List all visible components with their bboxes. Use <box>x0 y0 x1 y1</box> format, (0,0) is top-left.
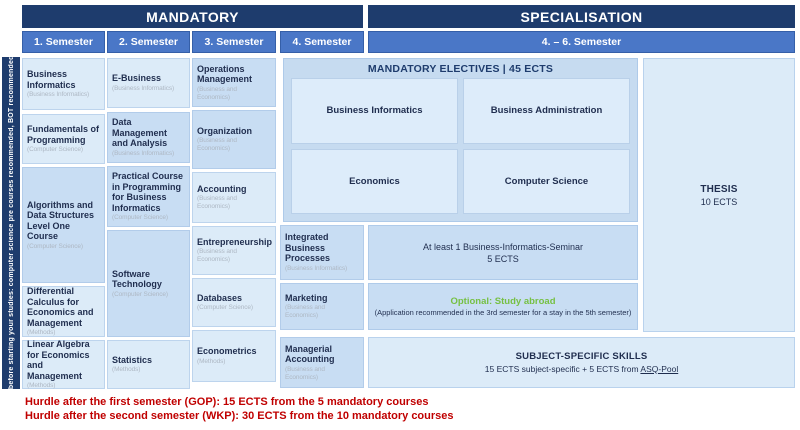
thesis-title: THESIS <box>700 183 738 195</box>
course-category: (Methods) <box>27 382 56 389</box>
course-managerial-accounting: Managerial Accounting (Business and Econ… <box>280 337 364 388</box>
skills-title: SUBJECT-SPECIFIC SKILLS <box>515 350 648 362</box>
skills-detail-text: 15 ECTS subject-specific + 5 ECTS from <box>484 363 641 374</box>
course-title: Algorithms and Data Structures Level One… <box>27 199 95 242</box>
course-title: Business Informatics <box>27 69 76 90</box>
thesis-box: THESIS 10 ECTS <box>643 58 795 332</box>
hurdle-note-wkp: Hurdle after the second semester (WKP): … <box>25 409 454 422</box>
course-category: (Computer Science) <box>112 290 168 298</box>
course-title: E-Business <box>112 73 162 84</box>
course-differential-calculus: Differential Calculus for Economics and … <box>22 286 105 337</box>
thesis-ects: 10 ECTS <box>700 196 738 207</box>
seminar-ects: 5 ECTS <box>487 253 519 264</box>
elective-business-informatics: Business Informatics <box>291 78 458 144</box>
semester-header-1: 1. Semester <box>22 31 105 53</box>
subject-specific-skills-box: SUBJECT-SPECIFIC SKILLS 15 ECTS subject-… <box>368 337 795 388</box>
course-marketing: Marketing (Business and Economics) <box>280 283 364 330</box>
course-category: (Business Informatics) <box>27 91 90 98</box>
elective-computer-science: Computer Science <box>463 148 630 214</box>
course-title: Linear Algebra for Economics and Managem… <box>27 339 90 381</box>
course-title: Software Technology <box>112 268 162 290</box>
hurdle-note-gop: Hurdle after the first semester (GOP): 1… <box>25 396 429 408</box>
semester-header-4: 4. Semester <box>280 31 364 53</box>
course-category: (Computer Science) <box>27 242 83 250</box>
course-category: (Methods) <box>197 357 226 365</box>
mandatory-section-header: MANDATORY <box>22 5 363 28</box>
course-software-technology: Software Technology (Computer Science) <box>107 230 190 337</box>
course-econometrics: Econometrics (Methods) <box>192 330 276 382</box>
course-title: Integrated Business Processes <box>285 232 331 264</box>
mandatory-electives-title: MANDATORY ELECTIVES | 45 ECTS <box>367 62 554 75</box>
course-category: (Methods) <box>27 329 56 336</box>
course-fundamentals-of-programming: Fundamentals of Programming (Computer Sc… <box>22 114 105 164</box>
course-practical-course-programming: Practical Course in Programming for Busi… <box>107 166 190 227</box>
course-algorithms-and-data-structures: Algorithms and Data Structures Level One… <box>22 167 105 283</box>
seminar-requirement: At least 1 Business-Informatics-Seminar <box>422 241 584 252</box>
semester-header-4-6: 4. – 6. Semester <box>368 31 795 53</box>
semester-header-2: 2. Semester <box>107 31 190 53</box>
course-operations-management: Operations Management (Business and Econ… <box>192 58 276 107</box>
course-category: (Computer Science) <box>27 146 83 153</box>
course-linear-algebra: Linear Algebra for Economics and Managem… <box>22 339 105 389</box>
course-integrated-business-processes: Integrated Business Processes (Business … <box>280 225 364 280</box>
course-title: Marketing <box>285 292 328 303</box>
course-title: Managerial Accounting <box>285 343 335 365</box>
course-title: Accounting <box>197 183 247 194</box>
course-category: (Computer Science) <box>197 304 253 312</box>
course-category: (Business and Economics) <box>285 304 325 320</box>
course-title: Operations Management <box>197 63 253 85</box>
course-databases: Databases (Computer Science) <box>192 278 276 327</box>
course-title: Practical Course in Programming for Busi… <box>112 171 184 213</box>
course-business-informatics: Business Informatics (Business Informati… <box>22 58 105 110</box>
course-accounting: Accounting (Business and Economics) <box>192 172 276 223</box>
course-statistics: Statistics (Methods) <box>107 340 190 389</box>
study-abroad-box: Optional: Study abroad (Application reco… <box>368 283 638 330</box>
course-category: (Business Informatics) <box>112 149 175 157</box>
pre-courses-note-text: ... before starting your studies: comput… <box>7 48 15 398</box>
course-category: (Business and Economics) <box>197 137 237 153</box>
course-title: Entrepreneurship <box>197 236 273 247</box>
course-title: Differential Calculus for Economics and … <box>27 286 94 328</box>
course-category: (Business and Economics) <box>197 85 237 101</box>
study-abroad-note: (Application recommended in the 3rd seme… <box>374 307 632 317</box>
study-abroad-title: Optional: Study abroad <box>450 295 556 307</box>
course-category: (Computer Science) <box>112 214 168 221</box>
course-title: Statistics <box>112 354 153 365</box>
pre-courses-note-sidebar: ... before starting your studies: comput… <box>2 49 20 397</box>
elective-business-administration: Business Administration <box>463 78 630 144</box>
seminar-box: At least 1 Business-Informatics-Seminar … <box>368 225 638 280</box>
hurdle-notes: Hurdle after the first semester (GOP): 1… <box>25 396 454 423</box>
asq-pool-link[interactable]: ASQ-Pool <box>640 363 679 374</box>
course-category: (Business and Economics) <box>197 195 237 211</box>
skills-detail: 15 ECTS subject-specific + 5 ECTS from A… <box>485 363 678 375</box>
course-category: (Business and Economics) <box>197 248 237 264</box>
course-category: (Business Informatics) <box>112 84 175 92</box>
course-category: (Business and Economics) <box>285 365 325 381</box>
semester-header-3: 3. Semester <box>192 31 276 53</box>
course-data-management-and-analysis: Data Management and Analysis (Business I… <box>107 112 190 163</box>
course-title: Econometrics <box>197 346 257 357</box>
course-title: Data Management and Analysis <box>112 117 168 149</box>
specialisation-section-header: SPECIALISATION <box>368 5 795 28</box>
course-title: Fundamentals of Programming <box>27 124 100 145</box>
course-e-business: E-Business (Business Informatics) <box>107 58 190 108</box>
course-category: (Business Informatics) <box>285 264 348 272</box>
course-title: Databases <box>197 292 243 303</box>
course-entrepreneurship: Entrepreneurship (Business and Economics… <box>192 226 276 275</box>
elective-economics: Economics <box>291 148 458 214</box>
course-organization: Organization (Business and Economics) <box>192 110 276 169</box>
course-title: Organization <box>197 125 253 136</box>
mandatory-electives-box: MANDATORY ELECTIVES | 45 ECTS Business I… <box>283 58 638 222</box>
course-category: (Methods) <box>112 366 141 374</box>
mandatory-electives-grid: Business Informatics Business Administra… <box>291 78 630 214</box>
